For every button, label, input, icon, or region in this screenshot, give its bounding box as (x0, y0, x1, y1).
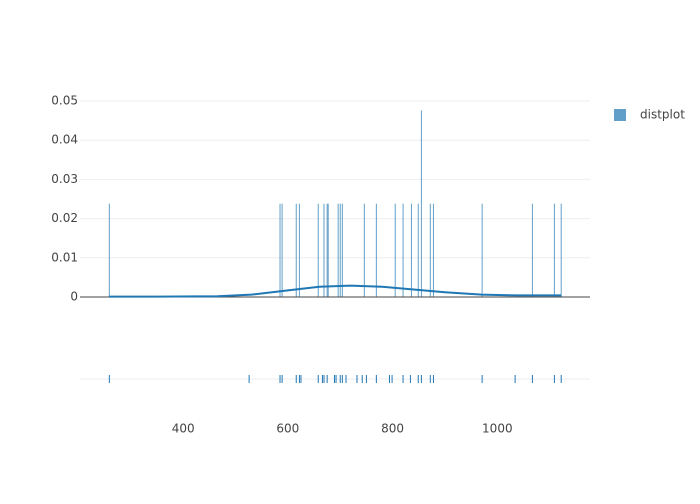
histogram-bar (281, 203, 283, 297)
histogram-bar (337, 203, 339, 297)
kde-curve (109, 284, 562, 298)
legend-label: distplot (640, 108, 685, 122)
histogram-bar (323, 203, 325, 297)
histogram-bar (295, 203, 297, 297)
y-tick-label: 0.01 (51, 250, 78, 264)
histogram-bar (375, 203, 377, 297)
histogram-bar (326, 203, 328, 297)
legend-swatch (614, 109, 626, 121)
y-tick-label: 0.03 (51, 172, 78, 186)
y-tick-label: 0.05 (51, 94, 78, 108)
histogram-bar (420, 110, 422, 298)
histogram-bar (553, 203, 555, 297)
y-tick-label: 0 (70, 290, 78, 304)
histogram-bar (394, 203, 396, 297)
histogram-bar (341, 203, 343, 297)
x-tick-label: 1000 (482, 422, 513, 436)
histogram-bar (317, 203, 319, 297)
histogram-bar (531, 203, 533, 297)
histogram-bar (429, 203, 431, 297)
histogram-bar (108, 203, 110, 297)
histogram-bar (279, 203, 281, 297)
x-tick-label: 600 (276, 422, 299, 436)
histogram-bar (432, 203, 434, 297)
x-tick-label: 400 (172, 422, 195, 436)
histogram-bar (417, 203, 419, 297)
histogram-bar (560, 203, 562, 297)
histogram-bar (410, 203, 412, 297)
y-tick-label: 0.02 (51, 211, 78, 225)
histogram-bar (327, 203, 329, 297)
histogram-bar (481, 203, 483, 297)
histogram-bar (402, 203, 404, 297)
x-tick-label: 800 (381, 422, 404, 436)
histogram-bar (298, 203, 300, 297)
y-tick-label: 0.04 (51, 133, 78, 147)
histogram-bar (363, 203, 365, 297)
histogram-bar (339, 203, 341, 297)
